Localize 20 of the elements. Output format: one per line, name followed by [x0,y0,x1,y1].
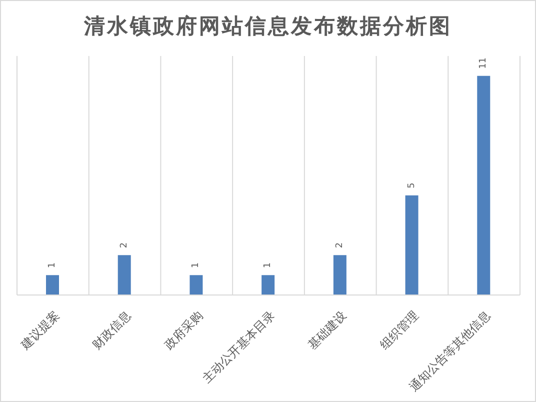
data-label: 1 [263,262,274,268]
bar [262,275,275,295]
x-tick-label: 政府采购 [162,308,206,352]
x-tick-label: 财政信息 [90,308,134,352]
x-tick-label: 组织管理 [377,308,422,352]
chart-title: 清水镇政府网站信息发布数据分析图 [82,13,453,40]
bar [333,255,346,295]
bar [190,275,203,295]
data-label: 2 [119,242,130,248]
bar [46,275,59,295]
bar [405,195,418,295]
data-label: 1 [48,262,58,268]
data-label: 11 [478,57,489,69]
data-label: 1 [191,262,202,268]
x-tick-label: 建议提案 [17,308,62,353]
data-label: 5 [406,182,417,188]
data-label: 2 [334,242,345,248]
x-tick-label: 基础建设 [305,308,350,352]
bar [477,76,490,295]
bar [118,255,131,295]
